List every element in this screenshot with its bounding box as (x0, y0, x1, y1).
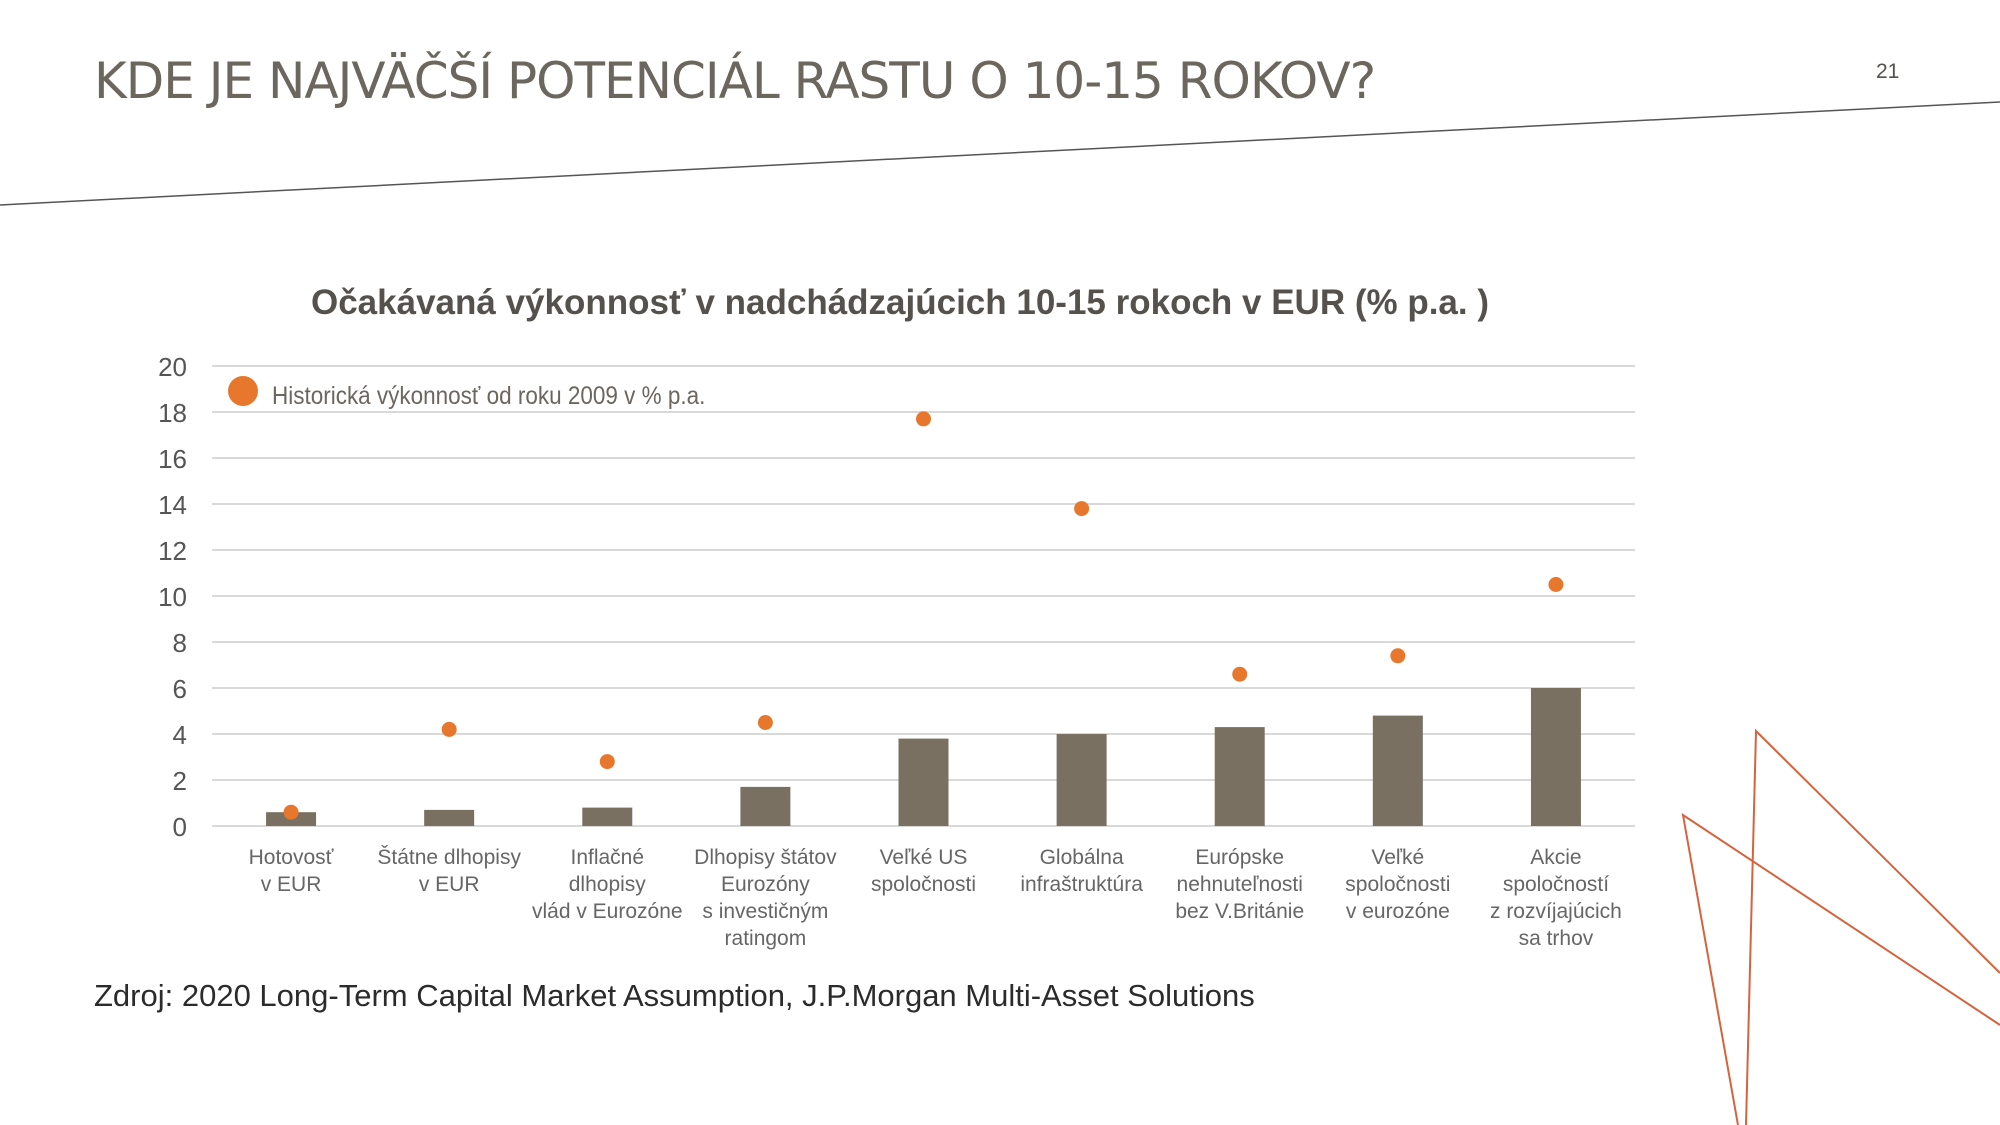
legend-marker (228, 376, 258, 406)
historical-marker (916, 411, 931, 427)
y-tick-label: 20 (158, 352, 187, 382)
decorative-zigzag-line (1681, 812, 2000, 1125)
bar (1372, 715, 1423, 826)
historical-marker (1548, 577, 1564, 592)
chart-title: Očakávaná výkonnosť v nadchádzajúcich 10… (310, 283, 1490, 322)
header-divider-line (0, 101, 2000, 206)
x-category-label: Dlhopisy štátov Eurozóny s investičným rati… (694, 846, 837, 950)
y-tick-label: 18 (158, 398, 187, 428)
historical-marker (283, 804, 299, 820)
page-number: 21 (1876, 60, 1900, 83)
bar (1056, 734, 1107, 826)
y-tick-label: 6 (173, 674, 187, 704)
historical-marker (441, 721, 457, 737)
chart-bars (266, 688, 1581, 826)
chart-markers (283, 411, 1564, 820)
historical-marker (1232, 666, 1248, 682)
y-tick-label: 16 (158, 444, 187, 474)
historical-marker (1074, 501, 1090, 517)
y-tick-label: 14 (158, 490, 187, 520)
y-axis-tick-labels: 0 2 4 6 8 10 12 14 16 18 20 (158, 352, 187, 842)
page-title: KDE JE NAJVÄČŠÍ POTENCIÁL RASTU O 10-15 … (94, 52, 1376, 110)
y-tick-label: 12 (158, 536, 187, 566)
bar (740, 786, 791, 826)
bar (898, 738, 949, 826)
historical-marker (757, 715, 773, 730)
legend-label: Historická výkonnosť od roku 2009 v % p.… (272, 382, 705, 410)
y-tick-label: 0 (173, 812, 187, 842)
historical-marker (599, 754, 615, 770)
bar (1530, 688, 1581, 826)
decorative-zigzag-line (1745, 728, 2000, 1125)
y-tick-label: 4 (173, 720, 187, 750)
bar (1214, 727, 1265, 826)
x-category-label: Inflačné dlhopisy vlád v Eurozóne (532, 846, 683, 923)
y-tick-label: 8 (173, 628, 187, 658)
historical-marker (1390, 648, 1406, 664)
x-category-label: Štátne dlhopisy v EUR (377, 846, 521, 896)
y-tick-label: 2 (173, 766, 187, 796)
x-category-label: Veľké spoločnosti v eurozóne (1345, 846, 1450, 923)
bar (424, 809, 475, 826)
y-tick-label: 10 (158, 582, 187, 612)
bar (582, 807, 633, 826)
x-category-label: Akcie spoločností z rozvíjajúcich sa trhov (1490, 846, 1622, 950)
x-category-label: Globálna infraštruktúra (1020, 846, 1143, 896)
x-category-label: Veľké US spoločnosti (871, 846, 976, 896)
x-category-label: Európske nehnuteľnosti bez V.Británie (1175, 846, 1304, 923)
source-note: Zdroj: 2020 Long-Term Capital Market Ass… (94, 978, 1255, 1013)
x-category-label: Hotovosť v EUR (249, 846, 335, 896)
chart-legend: Historická výkonnosť od roku 2009 v % p.… (228, 376, 705, 410)
x-axis-category-labels: Hotovosť v EUR Štátne dlhopisy v EURInflačn… (249, 846, 1622, 950)
